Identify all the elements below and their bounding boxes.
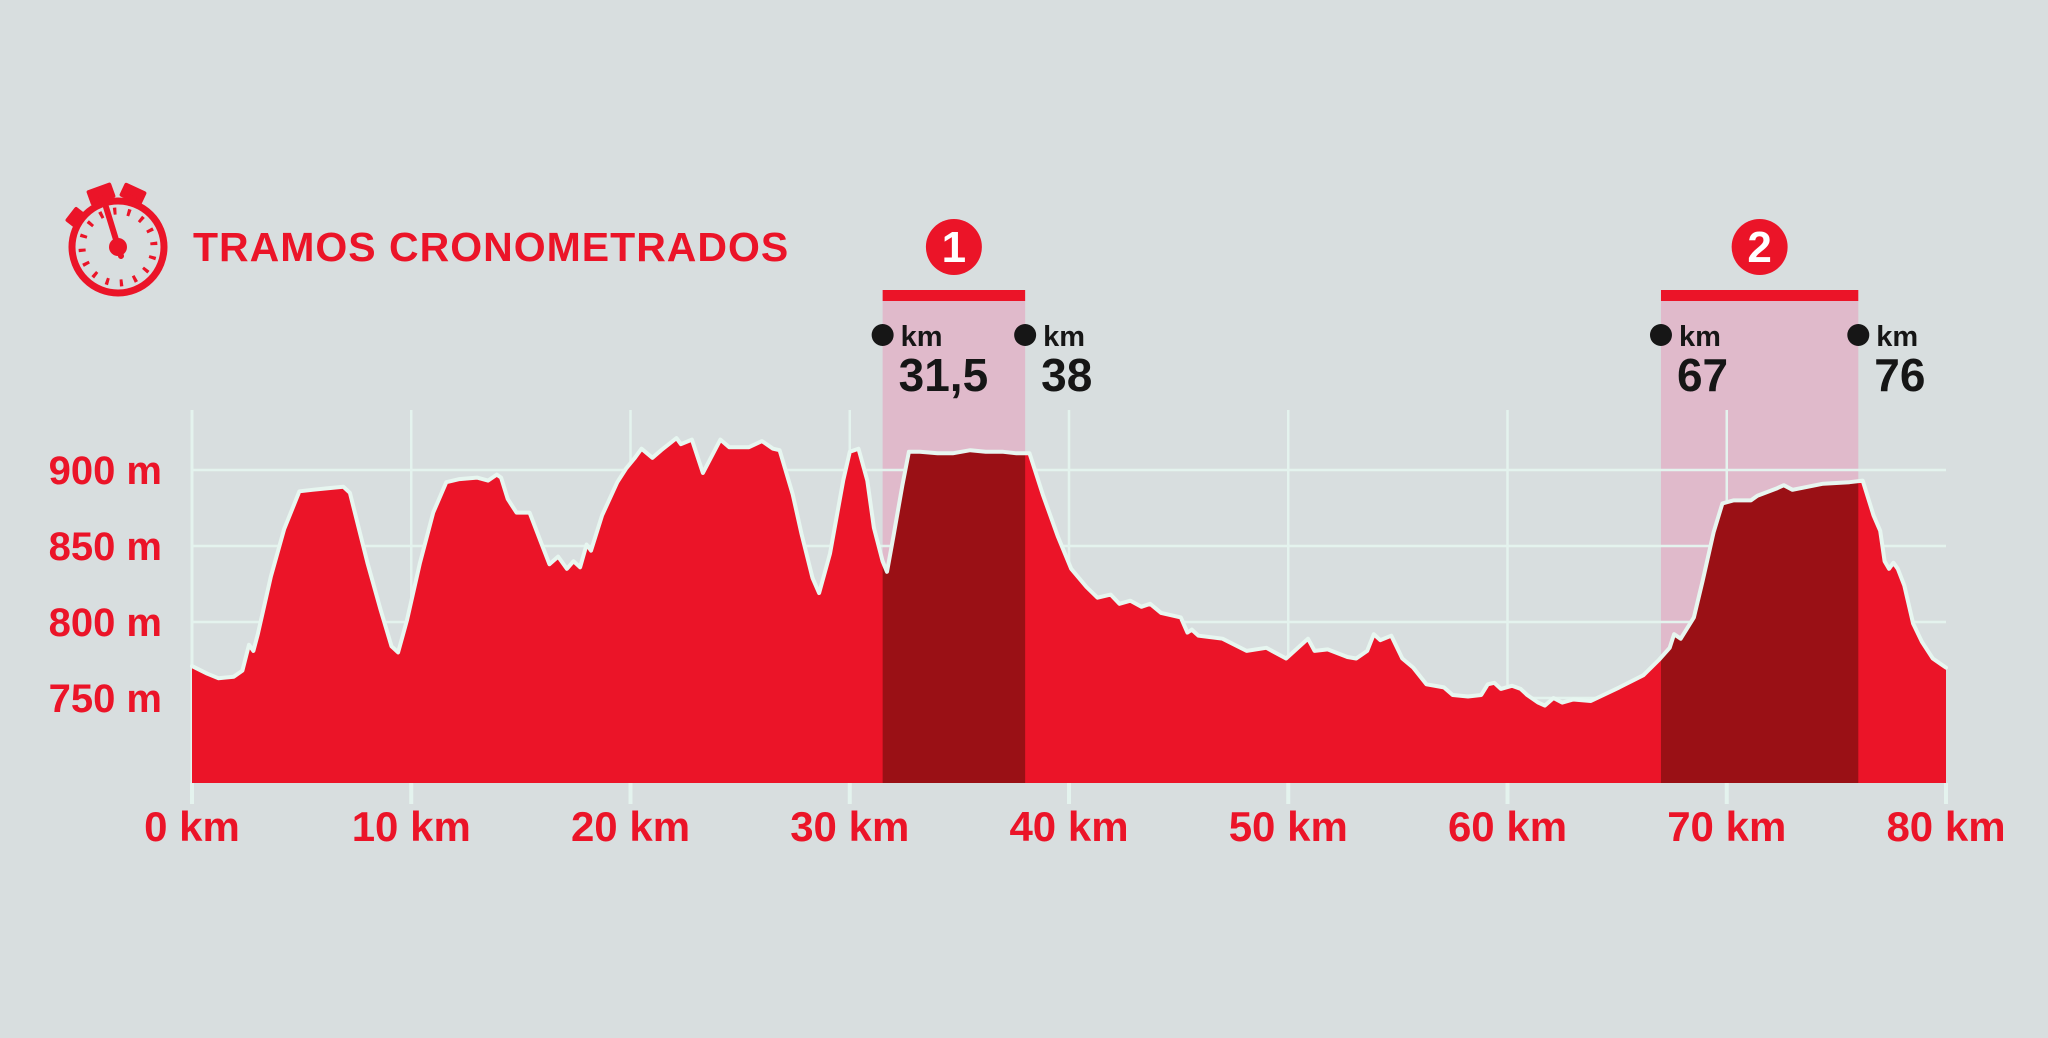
timed-section-topbar-2 xyxy=(1660,290,1859,301)
section-2-end-unit: km xyxy=(1876,321,1918,353)
y-tick-label-750: 750 m xyxy=(49,677,162,721)
section-2-end-dot xyxy=(1847,324,1870,346)
y-tick-label-800: 800 m xyxy=(49,601,162,645)
section-1-start-unit: km xyxy=(901,321,943,353)
x-tick-label-60: 60 km xyxy=(1448,803,1567,850)
section-1-end-dot xyxy=(1014,324,1037,346)
y-tick-label-850: 850 m xyxy=(49,525,162,569)
chart-title: TRAMOS CRONOMETRADOS xyxy=(193,224,789,270)
elevation-profile xyxy=(190,436,1948,783)
y-tick-label-900: 900 m xyxy=(49,449,162,493)
x-tick-label-0: 0 km xyxy=(144,803,240,850)
axis-ticks xyxy=(190,783,1948,804)
x-tick-label-70: 70 km xyxy=(1667,803,1786,850)
x-tick-label-40: 40 km xyxy=(1009,803,1128,850)
section-2-start-dot xyxy=(1649,324,1672,346)
timed-section-topbar-1 xyxy=(882,290,1026,301)
section-1-start-km: 31,5 xyxy=(899,349,989,401)
profile-outline xyxy=(190,436,1948,708)
section-number-badge-2 xyxy=(1731,219,1788,275)
section-2-start-unit: km xyxy=(1679,321,1721,353)
axis-labels: 0 km 10 km 20 km 30 km 40 km 50 km 60 km 70 km 8… xyxy=(49,449,2006,850)
section-number-badge-1 xyxy=(925,219,982,275)
section-1-end-unit: km xyxy=(1043,321,1085,353)
section-2-end-km: 76 xyxy=(1874,349,1925,401)
x-tick-label-50: 50 km xyxy=(1229,803,1348,850)
section-1-end-km: 38 xyxy=(1041,349,1092,401)
profile-area xyxy=(192,438,1946,783)
section-2-start-km: 67 xyxy=(1677,349,1728,401)
x-tick-label-80: 80 km xyxy=(1886,803,2005,850)
section-number-1: 1 xyxy=(942,223,966,272)
x-tick-label-10: 10 km xyxy=(352,803,471,850)
section-number-2: 2 xyxy=(1747,223,1771,272)
x-tick-label-30: 30 km xyxy=(790,803,909,850)
section-1-start-dot xyxy=(871,324,894,346)
x-tick-label-20: 20 km xyxy=(571,803,690,850)
